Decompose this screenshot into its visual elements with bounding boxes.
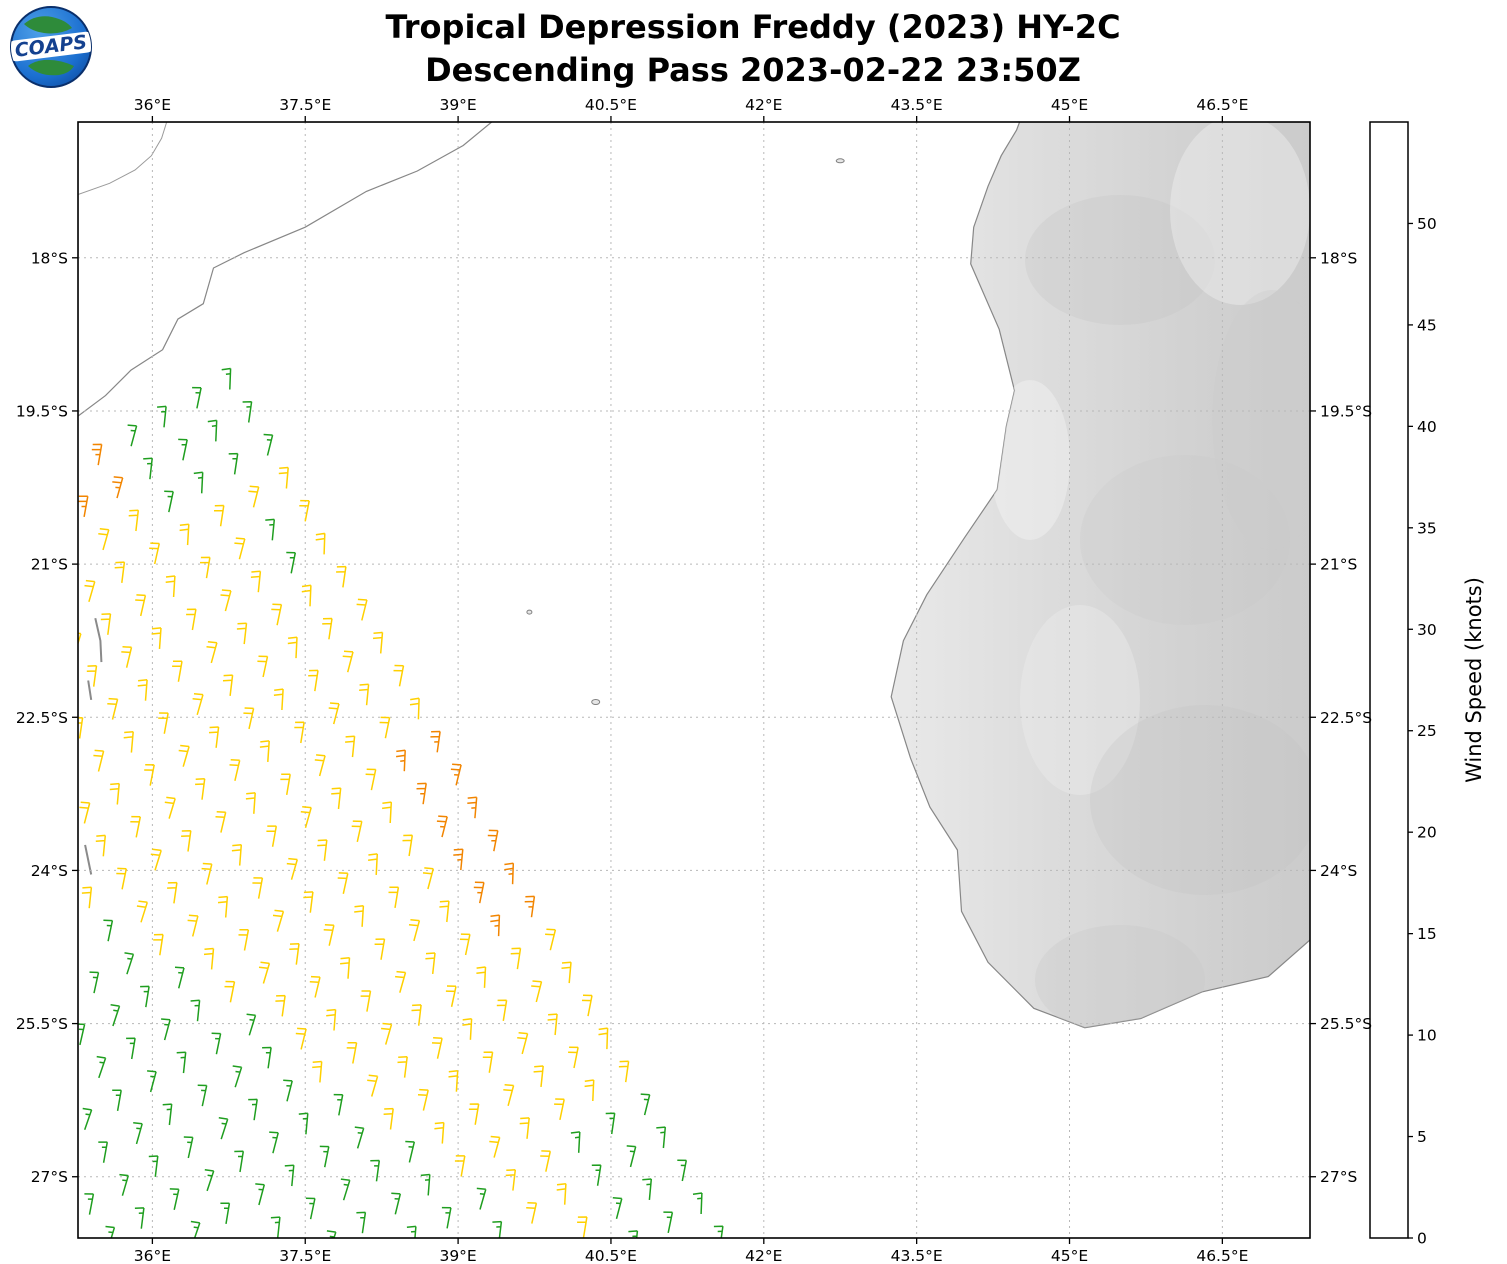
colorbar-tick-label: 35 <box>1417 519 1437 537</box>
y-tick-label-right: 22.5°S <box>1320 709 1372 727</box>
inland-boundary-line <box>78 122 168 195</box>
terrain-shading <box>990 380 1070 540</box>
y-tick-label-right: 24°S <box>1320 862 1357 880</box>
terrain-shading <box>1080 455 1290 625</box>
title-block: Tropical Depression Freddy (2023) HY-2C … <box>385 6 1120 92</box>
y-tick-label-left: 21°S <box>31 556 68 574</box>
colorbar-axis-label: Wind Speed (knots) <box>1462 577 1486 783</box>
colorbar-tick-label: 50 <box>1417 215 1437 233</box>
x-tick-label-top: 43.5°E <box>891 96 943 114</box>
colorbar-tick-label: 5 <box>1417 1128 1427 1146</box>
x-tick-label-top: 46.5°E <box>1196 96 1248 114</box>
x-tick-label-bottom: 42°E <box>745 1247 782 1264</box>
y-tick-label-right: 21°S <box>1320 556 1357 574</box>
x-tick-label-bottom: 43.5°E <box>891 1247 943 1264</box>
figure-title: Tropical Depression Freddy (2023) HY-2C <box>385 8 1121 46</box>
x-tick-label-bottom: 40.5°E <box>585 1247 637 1264</box>
coastal-island-sliver <box>87 680 93 701</box>
x-tick-label-bottom: 36°E <box>134 1247 171 1264</box>
madagascar-landmass <box>890 122 1310 1029</box>
x-tick-label-bottom: 39°E <box>439 1247 476 1264</box>
coastal-island-sliver <box>94 617 103 663</box>
figure-subtitle: Descending Pass 2023-02-22 23:50Z <box>425 51 1081 89</box>
logo-banner: COAPS <box>6 31 96 62</box>
coastal-island-sliver <box>84 844 93 875</box>
y-tick-label-left: 24°S <box>31 862 68 880</box>
terrain-shading <box>1035 925 1205 1028</box>
y-tick-label-left: 27°S <box>31 1168 68 1186</box>
y-tick-label-left: 25.5°S <box>16 1015 68 1033</box>
colorbar-tick-label: 40 <box>1417 418 1437 436</box>
terrain-shading <box>1025 195 1215 325</box>
terrain-shading <box>1090 705 1310 895</box>
mozambique-coast <box>78 122 493 417</box>
y-tick-label-right: 18°S <box>1320 249 1357 267</box>
x-tick-label-top: 37.5°E <box>279 96 331 114</box>
wind-barbs <box>78 443 536 937</box>
coaps-logo: COAPS <box>6 4 96 90</box>
colorbar-tick-label: 10 <box>1417 1027 1437 1045</box>
terrain-shading <box>1020 605 1140 795</box>
y-tick-label-right: 19.5°S <box>1320 402 1372 420</box>
y-tick-label-left: 22.5°S <box>16 709 68 727</box>
colorbar-tick-label: 15 <box>1417 925 1437 943</box>
coaps-logo-graphic: COAPS <box>6 6 96 88</box>
x-tick-label-bottom: 46.5°E <box>1196 1247 1248 1264</box>
globe-continents <box>24 16 74 76</box>
y-tick-label-left: 19.5°S <box>16 402 68 420</box>
wind-barbs <box>78 367 724 1238</box>
y-tick-label-right: 27°S <box>1320 1168 1357 1186</box>
x-tick-label-bottom: 45°E <box>1051 1247 1088 1264</box>
x-tick-label-top: 39°E <box>439 96 476 114</box>
terrain-shading <box>1212 290 1310 550</box>
x-tick-label-top: 36°E <box>134 96 171 114</box>
x-tick-label-top: 40.5°E <box>585 96 637 114</box>
small-island <box>591 699 601 705</box>
colorbar-tick-label: 20 <box>1417 824 1437 842</box>
y-tick-label-left: 18°S <box>31 249 68 267</box>
colorbar-tick-label: 25 <box>1417 722 1437 740</box>
colorbar-border <box>1369 121 1409 1239</box>
y-tick-label-right: 25.5°S <box>1320 1015 1372 1033</box>
x-tick-label-top: 45°E <box>1051 96 1088 114</box>
colorbar-tick-label: 45 <box>1417 316 1437 334</box>
x-tick-label-top: 42°E <box>745 96 782 114</box>
plot-border <box>77 121 1311 1239</box>
colorbar-tick-label: 0 <box>1417 1230 1427 1248</box>
small-island <box>526 609 533 615</box>
wind-barbs <box>78 466 630 1238</box>
colorbar-tick-label: 30 <box>1417 621 1437 639</box>
terrain-shading <box>1170 122 1310 305</box>
small-island <box>835 158 845 164</box>
x-tick-label-bottom: 37.5°E <box>279 1247 331 1264</box>
